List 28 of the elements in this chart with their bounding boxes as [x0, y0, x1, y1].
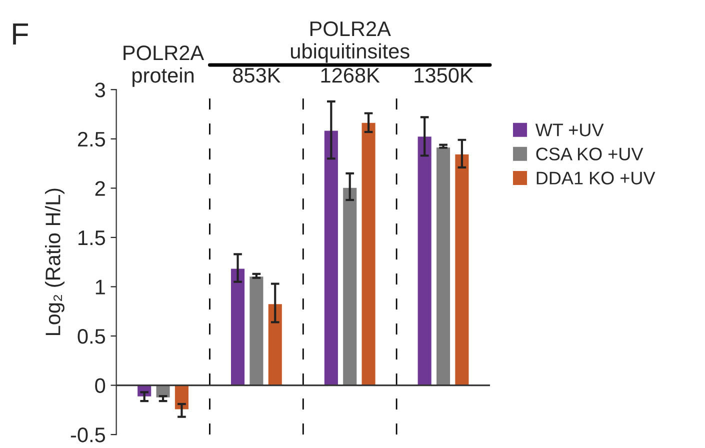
x-tick-label: POLR2A protein: [124, 46, 204, 87]
y-tick-label: 1: [96, 280, 105, 294]
bar: [360, 121, 377, 386]
x-tick-label: 1268K: [321, 68, 380, 83]
y-axis-title: Log₂ (Ratio H/L): [45, 188, 64, 336]
legend-label: CSA KO +UV: [536, 148, 644, 160]
text: F: [13, 24, 28, 45]
y-tick-label: 2.5: [78, 132, 106, 147]
bar: [266, 302, 284, 386]
bar: [230, 267, 246, 386]
y-tick-label: 1.5: [78, 230, 106, 246]
x-tick-label: 853K: [233, 68, 281, 83]
y-tick-label: 0: [95, 378, 106, 394]
legend-label: WT +UV: [535, 124, 604, 136]
x-tick-label: 1350K: [414, 68, 474, 83]
legend-label: DDA1 KO +UV: [536, 172, 656, 184]
y-tick-label: -0.5: [70, 428, 106, 442]
bar: [323, 129, 340, 386]
bar: [342, 186, 358, 386]
bar: [174, 384, 190, 411]
bar: [416, 135, 433, 386]
y-tick-label: 0.5: [78, 329, 106, 344]
bar: [435, 146, 452, 386]
bar: [454, 152, 470, 386]
bar: [248, 275, 265, 386]
y-tick-label: 3: [95, 82, 105, 98]
text: POLR2A ubiquitinsites: [290, 21, 410, 63]
y-tick-label: 2: [95, 181, 105, 196]
